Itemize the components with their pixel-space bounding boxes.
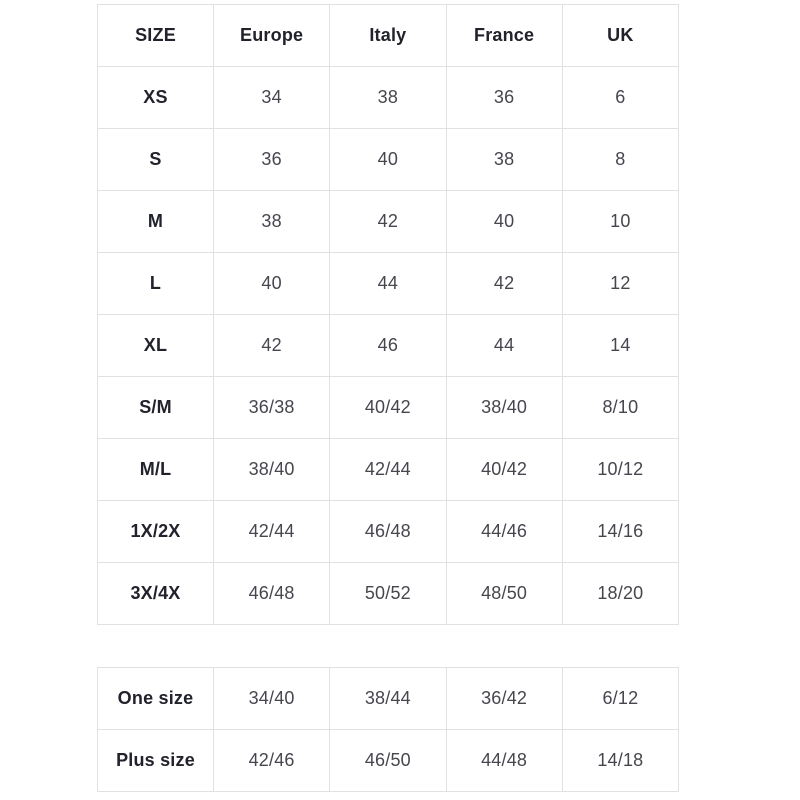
column-header-europe: Europe bbox=[212, 4, 331, 67]
value-cell: 36/42 bbox=[445, 667, 563, 730]
value-cell: 36 bbox=[445, 66, 563, 129]
column-header-italy: Italy bbox=[329, 4, 447, 67]
value-cell: 18/20 bbox=[561, 562, 680, 625]
value-cell: 42 bbox=[445, 252, 563, 315]
table-header-row: SIZE Europe Italy France UK bbox=[97, 4, 680, 67]
value-cell: 40 bbox=[445, 190, 563, 253]
value-cell: 14/16 bbox=[561, 500, 680, 563]
value-cell: 10/12 bbox=[561, 438, 680, 501]
size-cell: One size bbox=[97, 667, 214, 730]
size-cell: 1X/2X bbox=[97, 500, 214, 563]
column-header-uk: UK bbox=[561, 4, 680, 67]
value-cell: 38 bbox=[445, 128, 563, 191]
value-cell: 42 bbox=[212, 314, 331, 377]
value-cell: 42 bbox=[329, 190, 447, 253]
value-cell: 8/10 bbox=[561, 376, 680, 439]
table-row: S/M 36/38 40/42 38/40 8/10 bbox=[97, 376, 680, 439]
table-row: XS 34 38 36 6 bbox=[97, 66, 680, 129]
table-row: L 40 44 42 12 bbox=[97, 252, 680, 315]
special-sizes-table: One size 34/40 38/44 36/42 6/12 Plus siz… bbox=[97, 667, 680, 792]
table-row: Plus size 42/46 46/50 44/48 14/18 bbox=[97, 729, 680, 792]
value-cell: 46/48 bbox=[212, 562, 331, 625]
value-cell: 38/44 bbox=[329, 667, 447, 730]
value-cell: 38/40 bbox=[445, 376, 563, 439]
value-cell: 6 bbox=[561, 66, 680, 129]
table-row: M 38 42 40 10 bbox=[97, 190, 680, 253]
value-cell: 42/46 bbox=[212, 729, 331, 792]
value-cell: 38 bbox=[329, 66, 447, 129]
value-cell: 50/52 bbox=[329, 562, 447, 625]
value-cell: 34 bbox=[212, 66, 331, 129]
value-cell: 40/42 bbox=[329, 376, 447, 439]
value-cell: 38/40 bbox=[212, 438, 331, 501]
size-cell: S bbox=[97, 128, 214, 191]
value-cell: 44/46 bbox=[445, 500, 563, 563]
table-row: One size 34/40 38/44 36/42 6/12 bbox=[97, 667, 680, 730]
column-header-france: France bbox=[445, 4, 563, 67]
size-cell: XS bbox=[97, 66, 214, 129]
value-cell: 46/48 bbox=[329, 500, 447, 563]
value-cell: 40 bbox=[212, 252, 331, 315]
table-row: XL 42 46 44 14 bbox=[97, 314, 680, 377]
value-cell: 34/40 bbox=[212, 667, 331, 730]
value-cell: 42/44 bbox=[329, 438, 447, 501]
value-cell: 48/50 bbox=[445, 562, 563, 625]
value-cell: 46/50 bbox=[329, 729, 447, 792]
table-row: 1X/2X 42/44 46/48 44/46 14/16 bbox=[97, 500, 680, 563]
size-conversion-table: SIZE Europe Italy France UK XS 34 38 36 … bbox=[97, 4, 680, 625]
value-cell: 44 bbox=[329, 252, 447, 315]
size-cell: M bbox=[97, 190, 214, 253]
value-cell: 10 bbox=[561, 190, 680, 253]
value-cell: 14/18 bbox=[561, 729, 680, 792]
value-cell: 40 bbox=[329, 128, 447, 191]
value-cell: 44/48 bbox=[445, 729, 563, 792]
size-cell: Plus size bbox=[97, 729, 214, 792]
table-row: 3X/4X 46/48 50/52 48/50 18/20 bbox=[97, 562, 680, 625]
size-cell: 3X/4X bbox=[97, 562, 214, 625]
table-row: M/L 38/40 42/44 40/42 10/12 bbox=[97, 438, 680, 501]
table-row: S 36 40 38 8 bbox=[97, 128, 680, 191]
value-cell: 6/12 bbox=[561, 667, 680, 730]
value-cell: 38 bbox=[212, 190, 331, 253]
column-header-size: SIZE bbox=[97, 4, 214, 67]
value-cell: 12 bbox=[561, 252, 680, 315]
value-cell: 8 bbox=[561, 128, 680, 191]
value-cell: 40/42 bbox=[445, 438, 563, 501]
size-cell: XL bbox=[97, 314, 214, 377]
size-cell: M/L bbox=[97, 438, 214, 501]
value-cell: 46 bbox=[329, 314, 447, 377]
value-cell: 44 bbox=[445, 314, 563, 377]
size-cell: S/M bbox=[97, 376, 214, 439]
value-cell: 36 bbox=[212, 128, 331, 191]
value-cell: 14 bbox=[561, 314, 680, 377]
value-cell: 36/38 bbox=[212, 376, 331, 439]
value-cell: 42/44 bbox=[212, 500, 331, 563]
size-cell: L bbox=[97, 252, 214, 315]
